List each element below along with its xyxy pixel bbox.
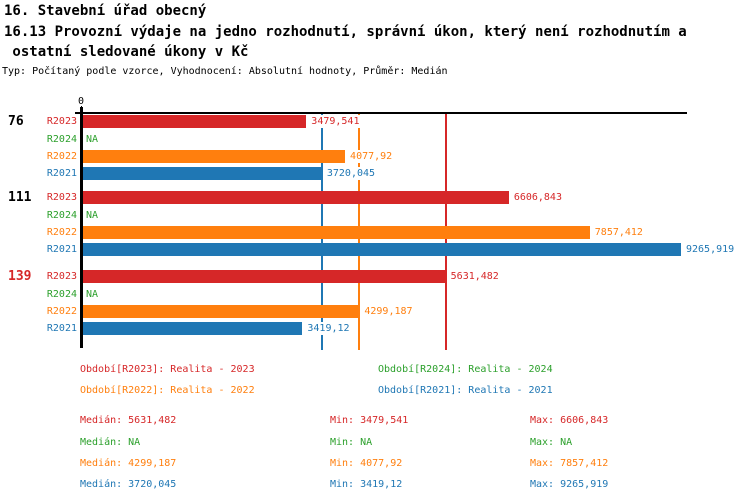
bar-row-label: R2021: [46, 244, 77, 255]
bar-row-label: R2024: [46, 289, 77, 300]
stat-median-r2022: Medián: 4299,187: [80, 458, 177, 469]
bar-na-label: NA: [86, 210, 99, 221]
bar-value-label: 3720,045: [325, 167, 377, 180]
x-axis-line: [75, 112, 687, 114]
bar-na-label: NA: [86, 289, 99, 300]
stat-median-r2021: Medián: 3720,045: [80, 479, 177, 490]
legend-item-r2022: Období[R2022]: Realita - 2022: [80, 385, 255, 396]
bar: [83, 167, 322, 180]
bar-value-label: 3419,12: [306, 322, 351, 335]
bar-value-label: 7857,412: [593, 226, 644, 239]
bar-row-label: R2022: [46, 227, 77, 238]
bar-row-label: R2024: [46, 134, 77, 145]
stat-max-r2023: Max: 6606,843: [530, 415, 609, 426]
bar-value-label: 4299,187: [363, 305, 414, 318]
bar-value-label: 9265,919: [685, 243, 736, 256]
bar-row-label: R2024: [46, 210, 77, 221]
stat-min-r2022: Min: 4077,92: [330, 458, 403, 469]
stat-max-r2024: Max: NA: [530, 437, 573, 448]
bar-chart: 0 76 R2023 3479,541 R2024 NA R2022 4077,92 R2021…: [8, 96, 736, 350]
indicator-title-line1: 16.13 Provozní výdaje na jedno rozhodnut…: [4, 24, 687, 40]
group-label: 111: [8, 190, 32, 205]
bar: [83, 270, 446, 283]
bar-value-label: 6606,843: [512, 191, 563, 204]
stat-median-r2024: Medián: NA: [80, 437, 141, 448]
bar: [83, 243, 681, 256]
stat-min-r2024: Min: NA: [330, 437, 373, 448]
bar-value-label: 5631,482: [449, 270, 500, 283]
legend-item-r2021: Období[R2021]: Realita - 2021: [378, 385, 553, 396]
bar-row-label: R2021: [46, 168, 77, 179]
legend-item-r2024: Období[R2024]: Realita - 2024: [378, 364, 553, 375]
bar: [83, 305, 360, 318]
bar: [83, 322, 303, 335]
stat-max-r2022: Max: 7857,412: [530, 458, 609, 469]
bar-value-label: 3479,541: [310, 115, 361, 128]
indicator-title-line2: ostatní sledované úkony v Kč: [4, 44, 249, 60]
bar-row-label: R2022: [46, 151, 77, 162]
bar-row-label: R2023: [46, 271, 77, 282]
bar: [83, 115, 307, 128]
bar-row-label: R2023: [46, 192, 77, 203]
page-title: 16. Stavební úřad obecný: [4, 3, 207, 19]
bar-row-label: R2023: [46, 116, 77, 127]
stat-min-r2023: Min: 3479,541: [330, 415, 409, 426]
stat-max-r2021: Max: 9265,919: [530, 479, 609, 490]
group-label: 76: [8, 114, 24, 129]
axis-zero-label: 0: [78, 96, 85, 107]
bar: [83, 150, 346, 163]
legend-item-r2023: Období[R2023]: Realita - 2023: [80, 364, 255, 375]
bar: [83, 226, 590, 239]
y-axis-line: [80, 107, 83, 348]
bar-value-label: 4077,92: [349, 150, 394, 163]
bar-row-label: R2022: [46, 306, 77, 317]
bar-row-label: R2021: [46, 323, 77, 334]
bar: [83, 191, 509, 204]
bar-na-label: NA: [86, 134, 99, 145]
stat-median-r2023: Medián: 5631,482: [80, 415, 177, 426]
group-label: 139: [8, 269, 32, 284]
chart-subtitle: Typ: Počítaný podle vzorce, Vyhodnocení:…: [2, 66, 448, 77]
stat-min-r2021: Min: 3419,12: [330, 479, 403, 490]
